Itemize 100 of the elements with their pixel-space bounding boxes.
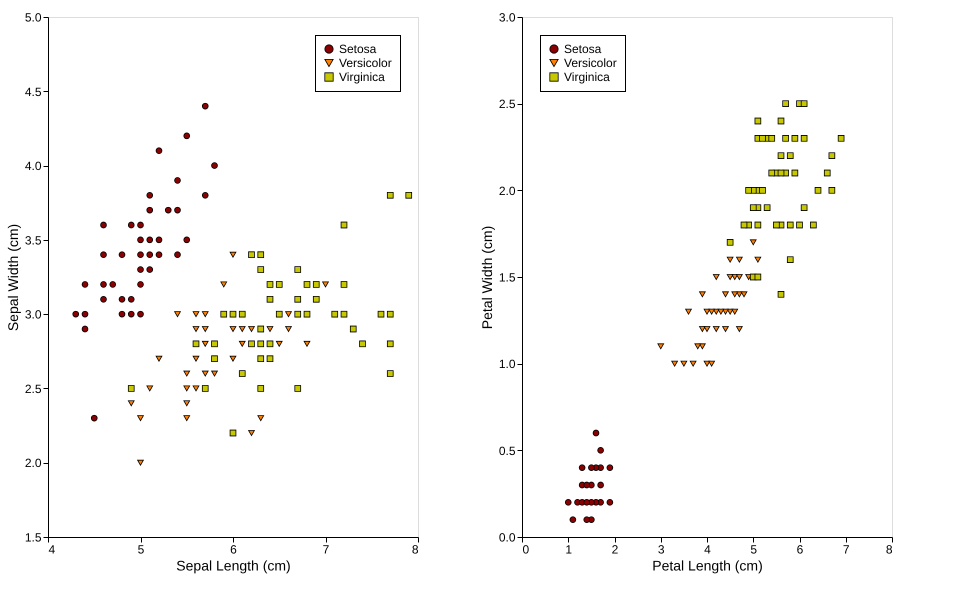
point (800, 135, 808, 142)
x-tick-label: 7 (322, 542, 330, 556)
y-tick-label: 2.5 (24, 382, 42, 396)
point (128, 222, 135, 228)
x-tick-label: 8 (412, 542, 419, 556)
point (230, 310, 236, 318)
point (137, 460, 144, 466)
point (304, 281, 310, 288)
point (312, 296, 320, 303)
y-axis-title: Sepal Width (cm) (4, 224, 21, 332)
point (230, 326, 236, 332)
point (606, 499, 614, 506)
point (322, 282, 329, 288)
point (220, 310, 228, 318)
point (796, 222, 803, 228)
point (192, 326, 200, 332)
point (386, 192, 394, 199)
point (386, 370, 394, 377)
point (578, 464, 586, 471)
point (156, 236, 162, 244)
point (726, 274, 734, 280)
point (257, 355, 264, 362)
point (230, 252, 236, 258)
y-tick-label: 2.0 (498, 184, 516, 198)
point (100, 281, 107, 288)
x-tick-label: 5 (750, 542, 758, 556)
point (174, 251, 181, 258)
point (146, 206, 154, 214)
x-tick-label: 4 (704, 542, 712, 556)
point (146, 251, 154, 258)
point (680, 360, 688, 367)
legend-label: Versicolor (339, 56, 392, 70)
point (137, 415, 144, 422)
point (583, 482, 590, 488)
x-tick-label: 1 (565, 542, 572, 556)
point (211, 370, 218, 376)
point (722, 326, 729, 332)
point (266, 355, 274, 362)
legend-label: Setosa (339, 42, 377, 56)
point (238, 370, 246, 377)
point (156, 356, 162, 362)
point (726, 256, 734, 263)
point (137, 222, 144, 228)
point (137, 281, 144, 288)
point (248, 340, 255, 348)
point (778, 152, 784, 159)
point (690, 360, 696, 367)
point (230, 430, 236, 436)
point (118, 310, 126, 318)
point (386, 310, 394, 318)
point (257, 340, 264, 348)
x-tick-label: 6 (796, 542, 804, 556)
y-tick-label: 1.5 (24, 530, 42, 544)
point (786, 152, 794, 159)
point (773, 222, 780, 228)
point (276, 340, 283, 347)
point (220, 282, 228, 288)
point (740, 291, 748, 298)
point (183, 132, 190, 140)
point (202, 370, 209, 376)
point (606, 464, 614, 471)
point (768, 135, 776, 142)
point (583, 516, 590, 523)
point (824, 170, 831, 176)
y-tick-label: 5.0 (24, 10, 42, 24)
point (750, 239, 757, 246)
point (202, 326, 209, 332)
legend-label: Versicolor (564, 56, 617, 70)
point (257, 251, 264, 258)
point (708, 360, 715, 367)
point (792, 135, 798, 142)
point (731, 291, 738, 298)
point (786, 256, 794, 263)
point (671, 360, 678, 367)
point (257, 385, 264, 392)
point (828, 152, 836, 159)
point (685, 308, 692, 315)
point (588, 464, 595, 471)
point (754, 256, 762, 263)
point (174, 311, 181, 318)
point (386, 340, 394, 348)
point (294, 266, 302, 273)
point (731, 308, 738, 315)
point (285, 326, 292, 332)
point (736, 274, 743, 280)
point (340, 222, 348, 228)
point (109, 281, 116, 288)
point (294, 310, 302, 318)
point (82, 281, 88, 288)
point (294, 385, 302, 392)
point (294, 296, 302, 303)
y-tick-label: 0.5 (498, 444, 516, 458)
point (657, 343, 664, 350)
point (156, 251, 162, 258)
point (276, 281, 283, 288)
point (736, 256, 743, 263)
point (814, 187, 822, 194)
point (266, 296, 274, 303)
point (699, 291, 706, 298)
y-axis-title: Petal Width (cm) (478, 226, 495, 330)
